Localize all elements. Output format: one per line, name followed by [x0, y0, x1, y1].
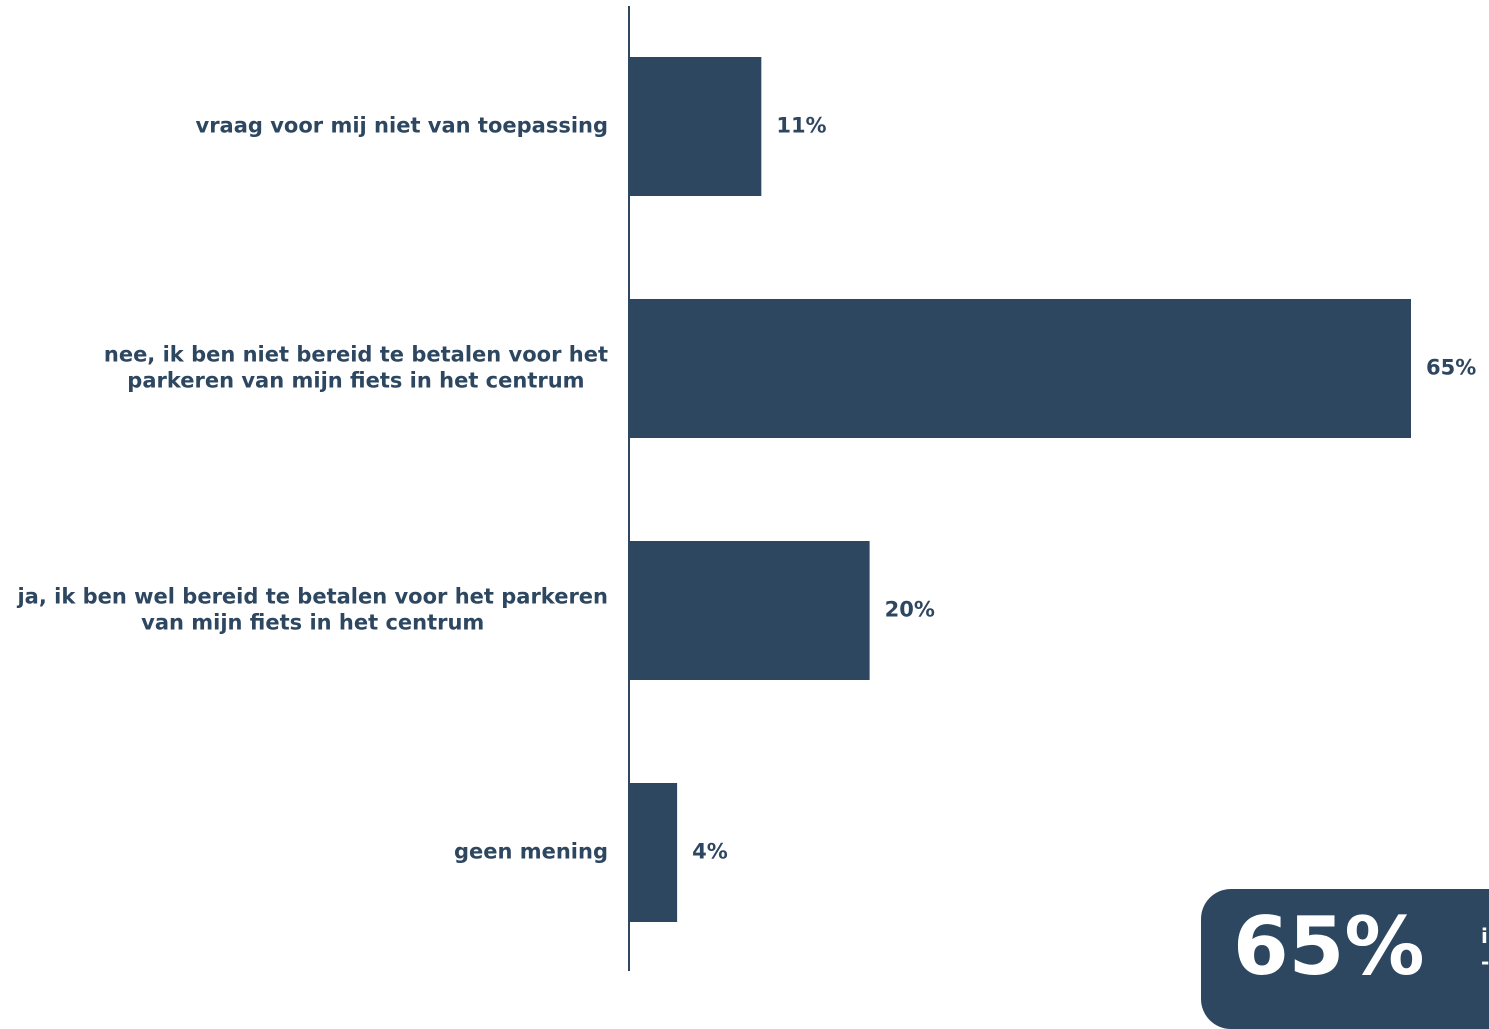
- bar: [629, 541, 870, 680]
- bar: [629, 783, 678, 922]
- highlight-callout: 65% i -: [1201, 889, 1489, 1029]
- value-label: 4%: [692, 840, 728, 864]
- category-label: ja, ik ben wel bereid te betalen voor he…: [16, 585, 608, 635]
- value-label: 65%: [1426, 356, 1476, 380]
- value-label: 11%: [776, 114, 826, 138]
- callout-text-line: i: [1481, 924, 1488, 948]
- category-label-line: nee, ik ben niet bereid te betalen voor …: [104, 343, 608, 367]
- category-label-line: parkeren van mijn fiets in het centrum: [127, 369, 584, 393]
- category-label: geen mening: [454, 840, 608, 864]
- bar-chart: vraag voor mij niet van toepassing nee, i…: [16, 6, 1476, 971]
- category-labels-group: vraag voor mij niet van toepassing nee, i…: [16, 114, 608, 864]
- category-label-line: vraag voor mij niet van toepassing: [196, 114, 608, 138]
- callout-value: 65%: [1233, 900, 1425, 993]
- bars-group: [629, 57, 1411, 922]
- bar: [629, 57, 762, 196]
- category-label: nee, ik ben niet bereid te betalen voor …: [104, 343, 608, 393]
- value-labels-group: 11% 65% 20% 4%: [692, 114, 1476, 864]
- value-label: 20%: [885, 598, 935, 622]
- callout-text-line: -: [1481, 950, 1489, 974]
- category-label-line: ja, ik ben wel bereid te betalen voor he…: [16, 585, 608, 609]
- category-label-line: van mijn fiets in het centrum: [141, 611, 484, 635]
- callout-text: i -: [1481, 923, 1489, 975]
- category-label-line: geen mening: [454, 840, 608, 864]
- category-label: vraag voor mij niet van toepassing: [196, 114, 608, 138]
- bar: [629, 299, 1411, 438]
